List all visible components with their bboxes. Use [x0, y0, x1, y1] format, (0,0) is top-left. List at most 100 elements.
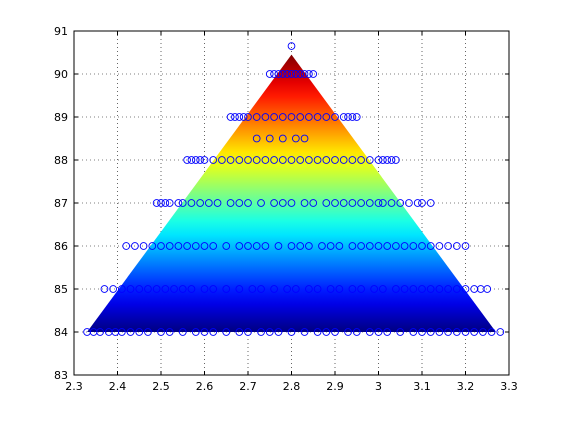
- data-point: [135, 285, 144, 293]
- data-point: [187, 156, 196, 164]
- data-point: [309, 199, 318, 207]
- data-point: [287, 42, 296, 50]
- data-point: [261, 113, 270, 121]
- data-point: [252, 242, 261, 250]
- y-tick-label: 84: [54, 326, 68, 339]
- data-point: [383, 242, 392, 250]
- data-point: [365, 199, 374, 207]
- y-tick-label: 91: [54, 25, 68, 38]
- data-point: [339, 199, 348, 207]
- data-point: [157, 328, 165, 336]
- data-point: [144, 285, 152, 293]
- data-point: [187, 199, 196, 207]
- data-point: [213, 199, 222, 207]
- data-point: [287, 70, 296, 78]
- data-point: [322, 328, 331, 336]
- data-point: [161, 199, 170, 207]
- x-tick-label: 2.8: [283, 380, 301, 393]
- data-point: [300, 134, 309, 143]
- y-tick-label: 86: [54, 240, 68, 253]
- data-point: [178, 328, 187, 336]
- data-point: [287, 242, 296, 250]
- data-point: [170, 285, 178, 293]
- markers: [83, 42, 505, 336]
- y-tick-label: 90: [54, 68, 68, 81]
- data-point: [418, 328, 426, 336]
- data-point: [418, 242, 426, 250]
- data-point: [352, 328, 361, 336]
- data-point: [144, 328, 152, 336]
- data-point: [400, 285, 409, 293]
- data-point: [322, 113, 331, 121]
- data-point: [191, 242, 200, 250]
- data-point: [387, 199, 396, 207]
- data-point: [187, 285, 196, 293]
- data-point: [444, 242, 452, 250]
- data-point: [222, 328, 231, 336]
- data-point: [117, 285, 126, 293]
- data-point: [305, 242, 313, 250]
- data-point: [278, 134, 287, 143]
- data-point: [261, 156, 270, 164]
- data-point: [209, 285, 218, 293]
- data-point: [248, 285, 257, 293]
- data-point: [374, 156, 383, 164]
- data-point: [452, 242, 461, 250]
- data-point: [191, 328, 200, 336]
- x-tick-label: 2.4: [109, 380, 127, 393]
- data-point: [452, 328, 461, 336]
- data-point: [461, 242, 470, 250]
- data-point: [244, 113, 252, 121]
- data-point: [331, 113, 339, 121]
- data-point: [292, 285, 300, 293]
- data-point: [335, 285, 344, 293]
- data-point: [296, 113, 305, 121]
- x-tick-label: 2.6: [196, 380, 214, 393]
- data-point: [287, 156, 296, 164]
- data-point: [352, 113, 361, 121]
- data-point: [331, 156, 339, 164]
- data-point: [387, 156, 396, 164]
- data-point: [126, 285, 135, 293]
- data-point: [305, 113, 313, 121]
- data-point: [209, 242, 218, 250]
- data-point: [252, 113, 261, 121]
- data-point: [435, 242, 444, 250]
- data-point: [265, 328, 274, 336]
- data-point: [126, 328, 135, 336]
- data-point: [348, 156, 357, 164]
- x-tick-label: 2.9: [326, 380, 344, 393]
- data-point: [278, 70, 287, 78]
- data-point: [231, 113, 239, 121]
- data-point: [322, 199, 331, 207]
- data-point: [174, 199, 183, 207]
- data-point: [357, 285, 365, 293]
- data-point: [178, 285, 187, 293]
- x-tick-label: 2.5: [152, 380, 170, 393]
- data-point: [222, 285, 231, 293]
- data-point: [296, 156, 305, 164]
- data-point: [278, 199, 287, 207]
- data-point: [326, 285, 335, 293]
- data-point: [265, 134, 274, 143]
- data-point: [309, 70, 318, 78]
- data-point: [318, 242, 326, 250]
- data-point: [400, 242, 409, 250]
- data-point: [257, 199, 265, 207]
- data-point: [196, 156, 205, 164]
- data-point: [174, 242, 183, 250]
- data-point: [244, 328, 252, 336]
- data-point: [222, 242, 231, 250]
- data-point: [409, 328, 418, 336]
- data-point: [235, 242, 244, 250]
- data-point: [313, 156, 322, 164]
- data-point: [296, 242, 305, 250]
- data-point: [379, 199, 387, 207]
- data-point: [479, 328, 487, 336]
- data-point: [287, 328, 296, 336]
- data-point: [374, 242, 383, 250]
- data-point: [244, 199, 252, 207]
- data-point: [165, 328, 174, 336]
- data-point: [418, 199, 426, 207]
- data-point: [426, 242, 435, 250]
